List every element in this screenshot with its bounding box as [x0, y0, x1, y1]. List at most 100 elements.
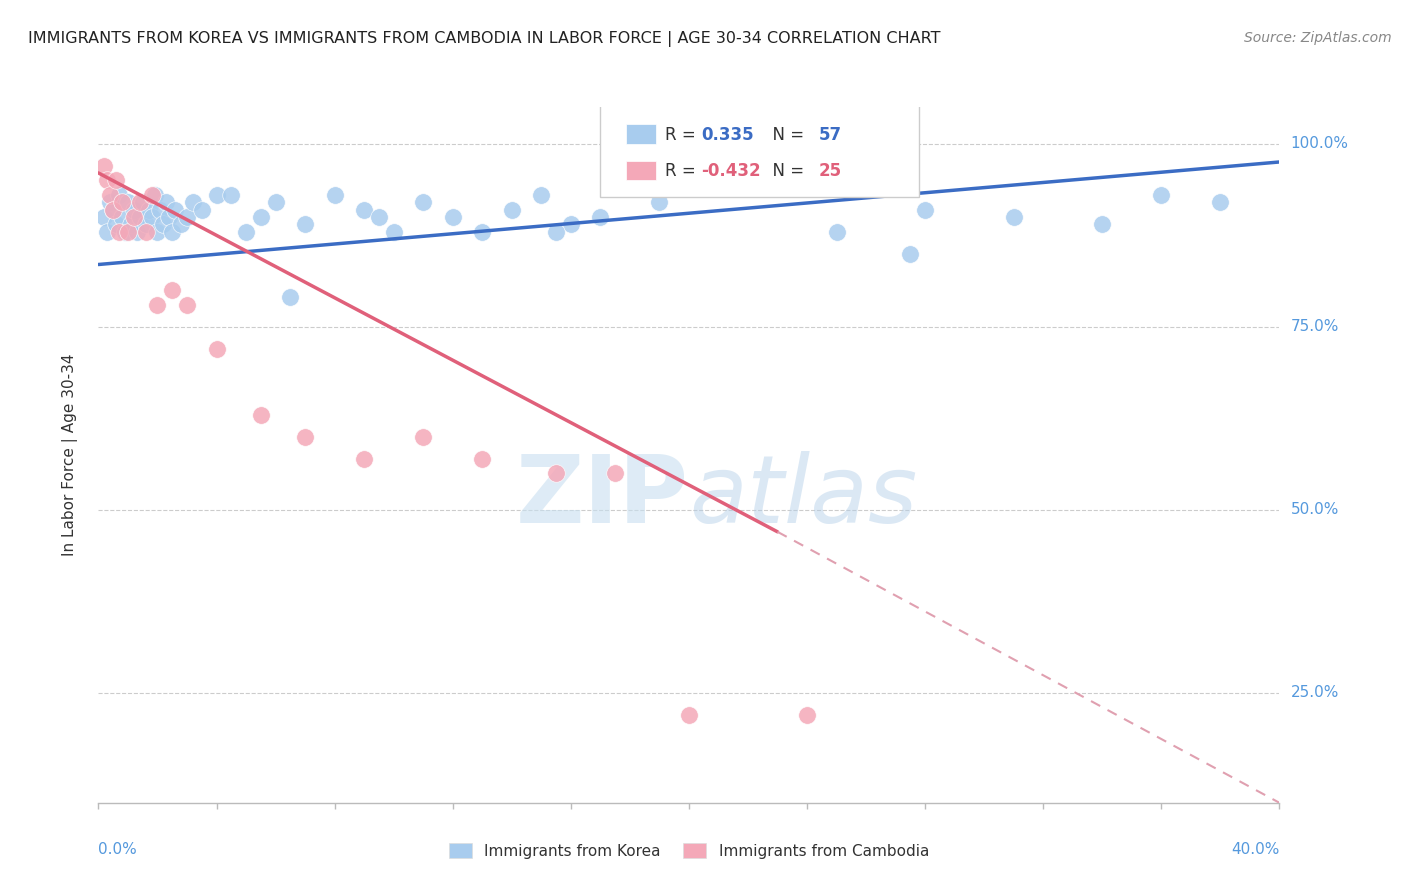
Point: [128, 210, 150, 224]
Point: [96, 173, 118, 187]
Point: [1150, 188, 1173, 202]
Text: R =: R =: [665, 126, 702, 144]
Point: [141, 210, 163, 224]
Point: [412, 429, 434, 443]
Point: [152, 217, 174, 231]
FancyBboxPatch shape: [600, 103, 920, 197]
Point: [157, 210, 180, 224]
Point: [105, 173, 128, 187]
Point: [294, 429, 316, 443]
Point: [143, 188, 166, 202]
Text: 50.0%: 50.0%: [1291, 502, 1339, 517]
Point: [149, 202, 172, 217]
Point: [181, 195, 204, 210]
Point: [544, 467, 567, 481]
Point: [176, 210, 198, 224]
Point: [155, 195, 177, 210]
Point: [605, 467, 627, 481]
Point: [125, 225, 148, 239]
Point: [103, 202, 125, 217]
Point: [648, 195, 671, 210]
Point: [176, 298, 198, 312]
Point: [165, 202, 187, 217]
Point: [138, 202, 160, 217]
Point: [205, 188, 228, 202]
Point: [108, 225, 131, 239]
Point: [544, 225, 567, 239]
Text: ZIP: ZIP: [516, 450, 689, 542]
Point: [105, 217, 128, 231]
Text: IMMIGRANTS FROM KOREA VS IMMIGRANTS FROM CAMBODIA IN LABOR FORCE | AGE 30-34 COR: IMMIGRANTS FROM KOREA VS IMMIGRANTS FROM…: [28, 31, 941, 47]
Point: [98, 195, 121, 210]
Point: [353, 202, 375, 217]
Point: [96, 225, 118, 239]
Text: Source: ZipAtlas.com: Source: ZipAtlas.com: [1244, 31, 1392, 45]
Point: [589, 210, 612, 224]
Text: 100.0%: 100.0%: [1291, 136, 1348, 151]
Point: [235, 225, 257, 239]
Text: 25.0%: 25.0%: [1291, 685, 1339, 700]
Point: [353, 451, 375, 466]
Text: 40.0%: 40.0%: [1232, 842, 1279, 856]
Point: [441, 210, 464, 224]
Text: 0.0%: 0.0%: [98, 842, 138, 856]
Point: [1091, 217, 1114, 231]
FancyBboxPatch shape: [626, 124, 655, 144]
Text: N =: N =: [762, 126, 810, 144]
FancyBboxPatch shape: [626, 161, 655, 180]
Point: [108, 188, 131, 202]
Point: [162, 225, 183, 239]
Point: [530, 188, 553, 202]
Point: [825, 225, 848, 239]
Point: [796, 707, 818, 722]
Point: [132, 195, 155, 210]
Point: [368, 210, 391, 224]
Point: [93, 210, 115, 224]
Text: atlas: atlas: [689, 451, 917, 542]
Point: [103, 202, 125, 217]
Text: 25: 25: [818, 162, 842, 180]
Point: [205, 342, 228, 356]
Point: [122, 202, 145, 217]
Point: [412, 195, 434, 210]
Point: [1002, 210, 1025, 224]
Point: [219, 188, 242, 202]
Text: -0.432: -0.432: [700, 162, 761, 180]
Point: [914, 202, 936, 217]
Point: [111, 195, 134, 210]
Point: [117, 225, 139, 239]
Point: [294, 217, 316, 231]
Y-axis label: In Labor Force | Age 30-34: In Labor Force | Age 30-34: [62, 353, 77, 557]
Legend: Immigrants from Korea, Immigrants from Cambodia: Immigrants from Korea, Immigrants from C…: [443, 837, 935, 864]
Point: [264, 195, 287, 210]
Point: [471, 451, 494, 466]
Point: [93, 159, 115, 173]
Point: [170, 217, 193, 231]
Point: [117, 195, 139, 210]
Point: [162, 283, 183, 297]
Text: N =: N =: [762, 162, 810, 180]
Point: [191, 202, 214, 217]
Point: [135, 225, 157, 239]
Text: R =: R =: [665, 162, 702, 180]
Text: 0.335: 0.335: [700, 126, 754, 144]
Point: [323, 188, 346, 202]
Point: [707, 166, 730, 180]
Point: [250, 210, 273, 224]
Point: [678, 707, 700, 722]
Point: [560, 217, 582, 231]
Point: [471, 225, 494, 239]
Point: [900, 246, 922, 260]
Point: [120, 217, 142, 231]
Text: 75.0%: 75.0%: [1291, 319, 1339, 334]
Point: [128, 195, 150, 210]
Point: [111, 210, 134, 224]
Point: [1209, 195, 1232, 210]
Point: [122, 210, 145, 224]
Point: [146, 298, 169, 312]
Point: [146, 225, 169, 239]
Point: [278, 290, 302, 304]
Point: [114, 225, 136, 239]
Point: [250, 408, 273, 422]
Point: [135, 217, 157, 231]
